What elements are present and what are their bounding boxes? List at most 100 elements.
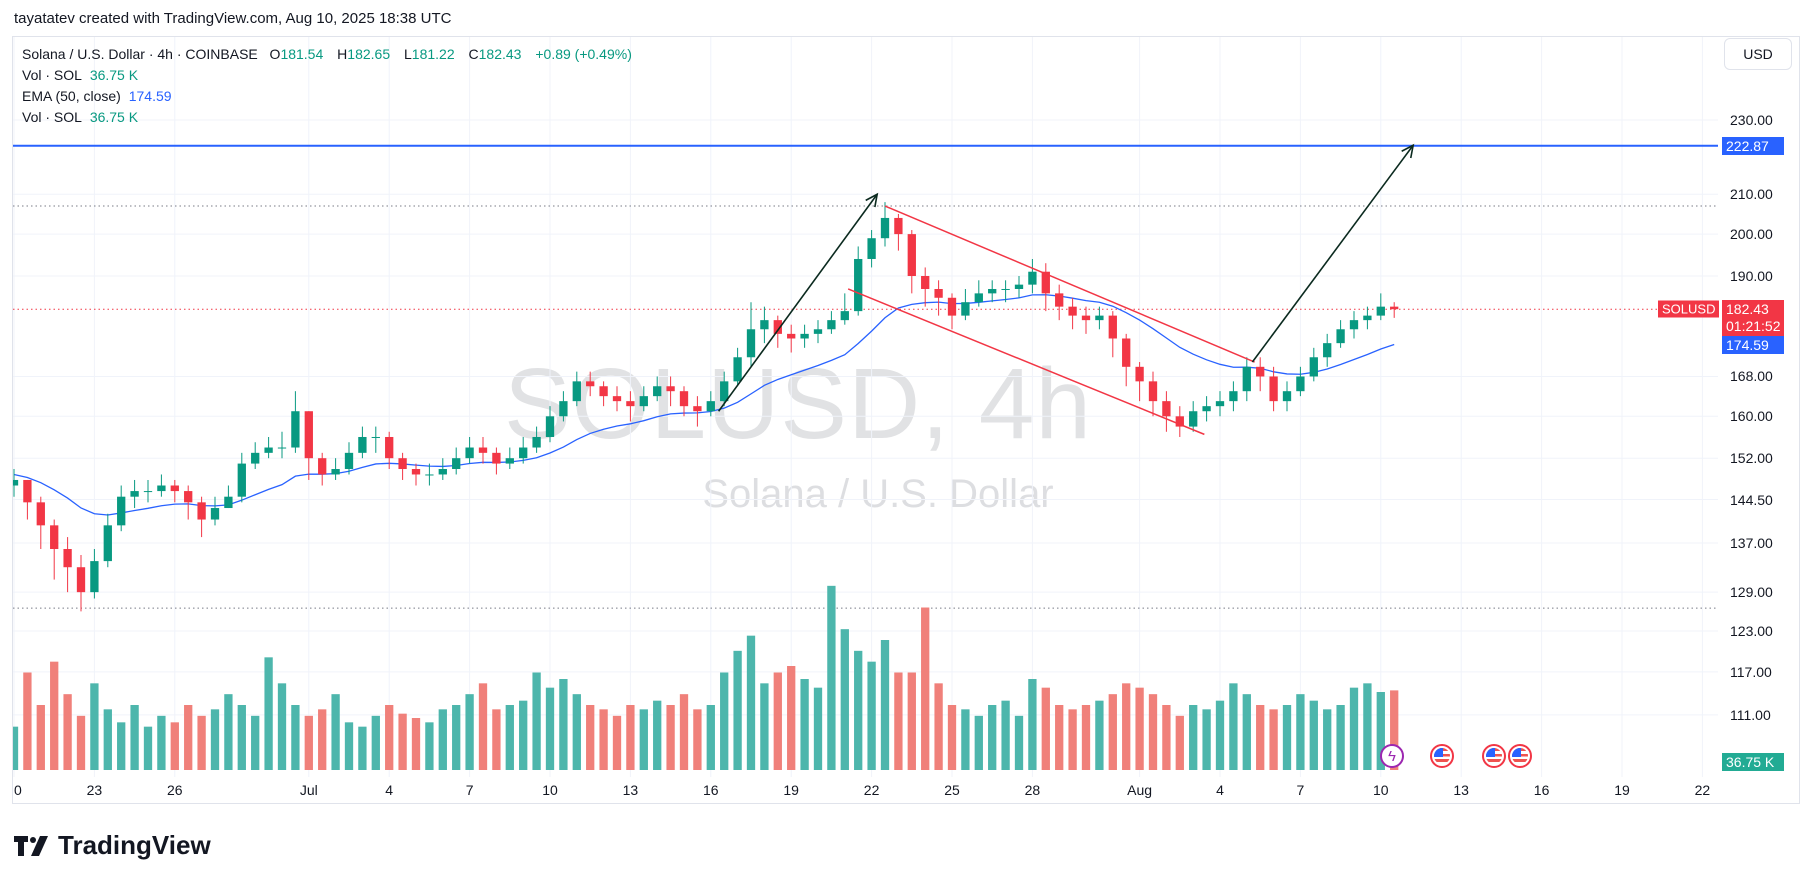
volume-bar [840, 629, 849, 770]
price-axis-label: 111.00 [1730, 706, 1771, 723]
volume-bar [197, 715, 206, 770]
volume-bar [1390, 690, 1399, 770]
candle-body [974, 293, 983, 303]
us-flag-icon[interactable] [1430, 744, 1455, 768]
candle-body [586, 381, 595, 387]
time-axis-label: 10 [1373, 782, 1389, 798]
volume-bar [813, 687, 823, 770]
volume-bar [827, 585, 836, 770]
candle-body [492, 452, 501, 464]
volume-bar [478, 683, 488, 770]
volume-bar [398, 713, 407, 770]
volume-bar [358, 726, 367, 770]
price-axis-label: 152.00 [1730, 450, 1773, 467]
volume-price-tag: 36.75 K [1722, 753, 1784, 771]
watermark-name: Solana / U.S. Dollar [702, 472, 1054, 516]
candle-body [130, 491, 139, 497]
volume-value: 36.75 K [89, 109, 139, 125]
price-axis-label: 117.00 [1730, 663, 1772, 680]
volume-bar [210, 709, 220, 770]
arrow-2-line [1251, 144, 1414, 363]
us-flag-icon[interactable] [1481, 744, 1506, 768]
last-price-tag: 182.43 01:21:52 [1722, 300, 1784, 337]
candle-body [666, 386, 675, 392]
candle-body [1148, 381, 1158, 402]
volume-bar [1175, 715, 1184, 770]
legend-volume-row-2[interactable]: Vol · SOL 36.75 K [22, 107, 636, 128]
ema-line [13, 294, 1395, 516]
time-axis-label: 22 [863, 782, 880, 798]
volume-bar [411, 718, 421, 770]
volume-bar [599, 709, 608, 770]
volume-bar [277, 683, 287, 770]
candle-body [1175, 416, 1184, 427]
candle-body [157, 485, 166, 492]
candle-body [760, 320, 769, 330]
volume-bar [1135, 687, 1144, 770]
candle-body [733, 357, 742, 382]
currency-button[interactable]: USD [1724, 38, 1792, 70]
price-axis-label: 144.50 [1730, 491, 1773, 508]
volume-label: Vol · SOL [22, 67, 82, 83]
volume-bar [318, 709, 327, 770]
candle-body [1014, 284, 1024, 289]
candle-body [1189, 411, 1198, 427]
candle-body [36, 502, 45, 526]
candle-body [679, 391, 689, 407]
level-price-tag: 222.87 [1722, 136, 1784, 155]
us-flag-icon[interactable] [1508, 744, 1533, 768]
volume-bar [1256, 705, 1265, 770]
volume-bar [1108, 694, 1117, 770]
legend-ema-row[interactable]: EMA (50, close) 174.59 [22, 86, 636, 107]
price-axis-label: 137.00 [1730, 535, 1773, 552]
candle-body [23, 479, 32, 503]
lightning-icon[interactable]: ϟ [1379, 744, 1404, 768]
open-label: O [269, 46, 281, 62]
volume-bar [237, 705, 246, 770]
candle-body [1323, 343, 1332, 358]
price-axis-label: 129.00 [1730, 584, 1773, 601]
candle-body [1068, 306, 1077, 316]
volume-bar [532, 672, 541, 770]
volume-bar [787, 666, 796, 770]
volume-bar [921, 607, 930, 770]
logo-text: TradingView [58, 830, 211, 860]
candle-body [318, 458, 327, 475]
candle-body [358, 436, 367, 453]
candle-body [251, 452, 260, 464]
volume-bar [63, 694, 72, 770]
time-axis-label: 25 [944, 782, 960, 798]
volume-bar [720, 672, 729, 770]
volume-bar [572, 694, 581, 770]
candle-body [505, 458, 514, 464]
volume-bar [304, 715, 313, 770]
arrow-2-head [1401, 143, 1415, 159]
watermark-symbol: SOLUSD, 4h [503, 348, 1093, 460]
tradingview-logo[interactable]: TradingView [14, 830, 211, 861]
volume-bar [36, 705, 45, 770]
candle-body [76, 567, 86, 593]
candle-body [143, 491, 153, 493]
volume-bar [880, 640, 890, 770]
candle-body [452, 458, 461, 470]
time-axis-label: 19 [783, 782, 799, 798]
volume-value: 36.75 K [89, 67, 139, 83]
time-axis-label: 19 [1614, 782, 1630, 798]
candle-body [13, 479, 19, 486]
candle-body [264, 447, 273, 453]
legend-symbol-row[interactable]: Solana / U.S. Dollar · 4h · COINBASE O18… [22, 44, 636, 65]
candle-body [947, 297, 957, 316]
volume-bar [13, 726, 19, 770]
price-axis-label: 160.00 [1730, 408, 1773, 425]
candle-body [894, 217, 903, 235]
volume-bar [545, 687, 555, 770]
candle-body [1028, 271, 1037, 285]
plot-area [13, 37, 1718, 777]
legend-volume-row[interactable]: Vol · SOL 36.75 K [22, 65, 636, 86]
chart-frame[interactable]: SOLUSD, 4h Solana / U.S. Dollar [12, 36, 1800, 804]
volume-bar [1148, 694, 1158, 770]
ema-value: 174.59 [128, 88, 172, 104]
candle-body [1215, 401, 1225, 407]
volume-bar [1376, 692, 1385, 770]
